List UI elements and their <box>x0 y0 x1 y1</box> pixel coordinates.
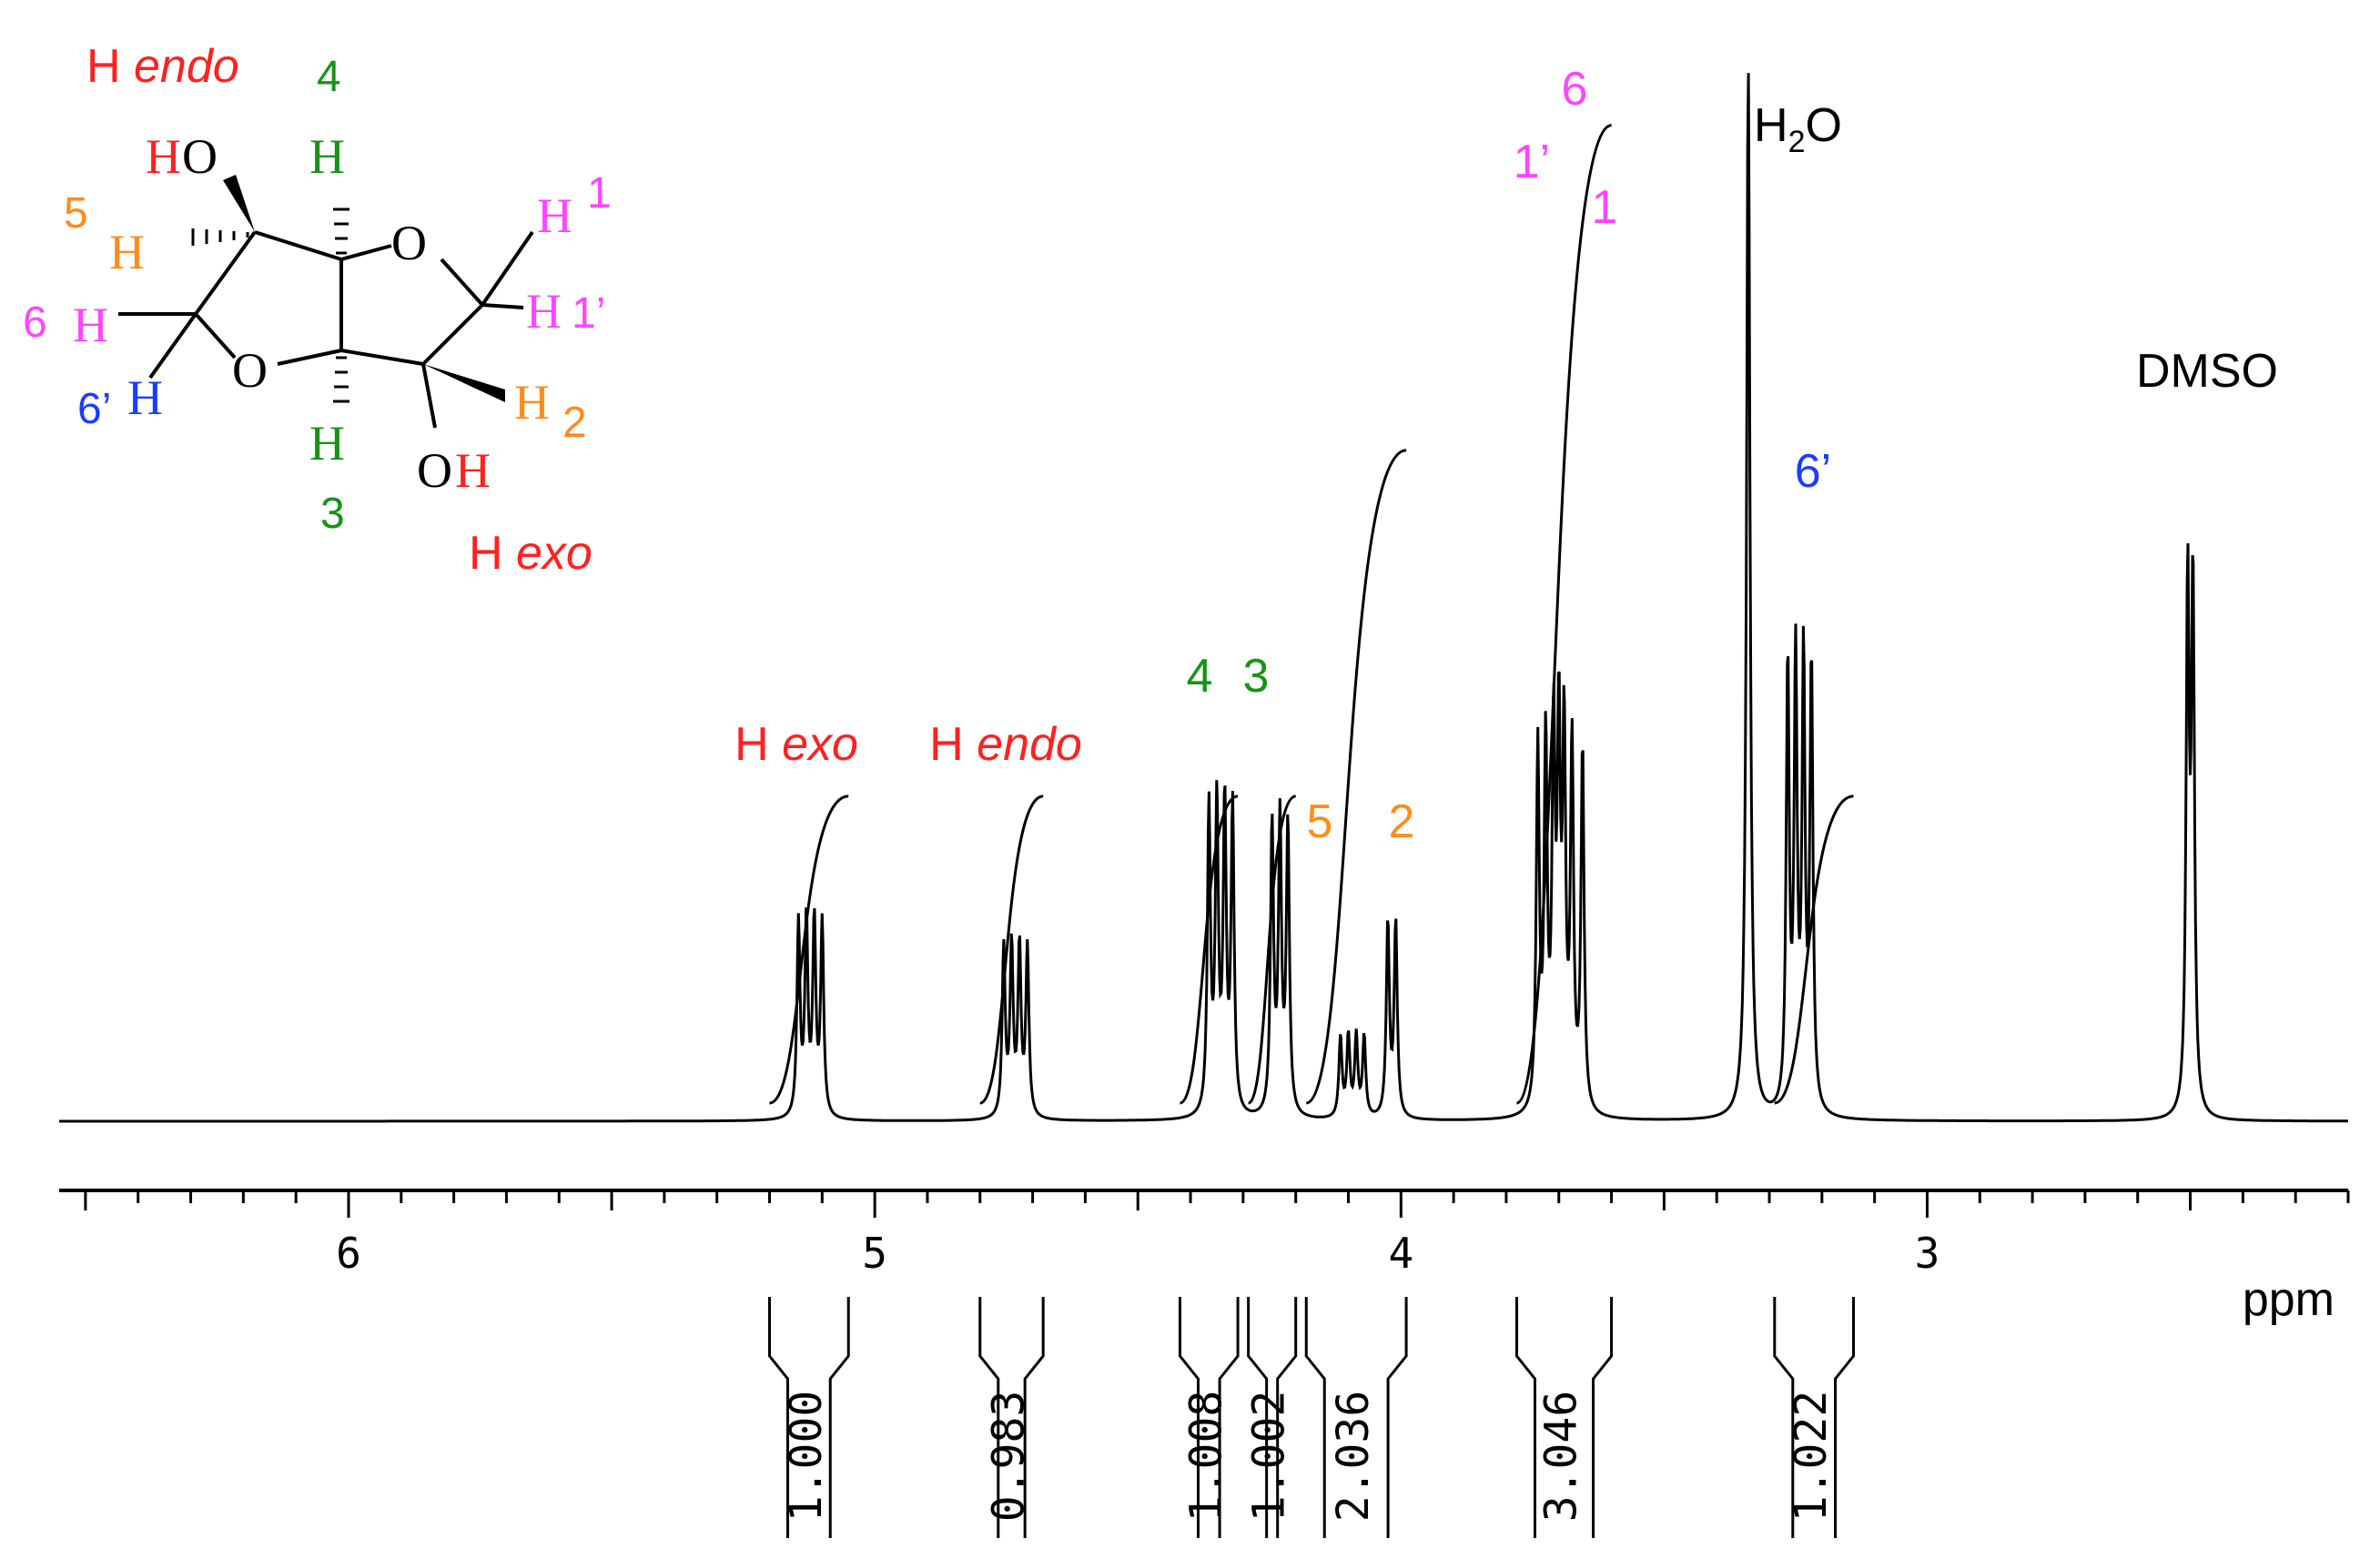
integral-curve-4 <box>1305 449 1407 1105</box>
integral-curves <box>769 124 1854 1105</box>
integral-value-4: 2.036 <box>1328 1391 1379 1523</box>
bond <box>421 303 484 366</box>
integral-value-2: 1.008 <box>1180 1391 1231 1523</box>
x-tick-label-1: 5 <box>862 1229 887 1278</box>
annotation-p2: 2 <box>1389 795 1415 848</box>
h-2: H <box>514 375 550 430</box>
bond <box>440 258 484 307</box>
annotation-p5: 5 <box>1307 795 1333 848</box>
bond <box>277 349 342 366</box>
x-tick-label-0: 6 <box>336 1229 361 1278</box>
num-1: 1 <box>587 169 612 218</box>
h-6: H <box>73 298 108 352</box>
wedge-bond <box>423 364 505 402</box>
h-1: H <box>537 188 572 243</box>
ho-h: H <box>146 129 181 184</box>
bond <box>194 230 257 316</box>
h-3: H <box>309 416 345 471</box>
exo-label: H exo <box>469 527 592 580</box>
integral-curve-1 <box>979 795 1044 1105</box>
bond <box>481 303 524 309</box>
integral-value-1: 0.983 <box>983 1391 1034 1523</box>
annotation-exo_h: H exo <box>734 718 858 771</box>
peak-annotations: H exo H endo 4 3 5 2 61’ 1 H2O 6’ DMSO <box>734 63 2278 848</box>
isosorbide-structure: H endo H O 4 H 5 H O O H 1 H 1’ 6 H 6’ H… <box>23 40 612 580</box>
integral-bracket-1 <box>978 1297 1045 1538</box>
bond <box>421 363 437 429</box>
integral-curve-3 <box>1247 795 1297 1105</box>
integral-bracket-2 <box>1178 1297 1240 1538</box>
integral-curve-5 <box>1515 124 1613 1105</box>
bond <box>340 349 424 366</box>
integral-bracket-6 <box>1773 1297 1856 1538</box>
oh-h: H <box>455 443 491 498</box>
integral-brackets: 1.000 0.983 1.008 1.002 2.036 3.046 1.022 <box>768 1297 1856 1538</box>
bond <box>340 244 392 261</box>
integral-value-0: 1.000 <box>781 1391 832 1523</box>
integral-bracket-3 <box>1247 1297 1298 1538</box>
bond <box>194 312 237 359</box>
bond <box>254 230 342 261</box>
num-2: 2 <box>562 399 587 447</box>
integral-curve-0 <box>769 795 849 1105</box>
hash-bonds <box>191 208 349 403</box>
annotation-p1p: 1’ <box>1514 136 1550 188</box>
integral-value-3: 1.002 <box>1244 1391 1295 1523</box>
annotation-p1: 1 <box>1592 181 1618 234</box>
bond <box>148 312 197 380</box>
h-1p: H <box>526 284 562 339</box>
structure-bonds <box>118 230 534 429</box>
annotation-endo_h: H endo <box>929 718 1082 771</box>
spectrum-trace <box>59 73 2348 1123</box>
wedge-bond <box>223 175 255 232</box>
integral-bracket-4 <box>1304 1297 1408 1538</box>
oh-o: O <box>417 443 452 498</box>
annotation-p6p: 6’ <box>1795 445 1831 498</box>
num-1p: 1’ <box>572 289 605 338</box>
integral-value-5: 3.046 <box>1536 1391 1587 1523</box>
integral-bracket-0 <box>768 1297 850 1538</box>
ho-o: O <box>182 129 218 184</box>
ring-o2: O <box>232 343 268 398</box>
annotation-p3: 3 <box>1243 650 1270 703</box>
integral-value-6: 1.022 <box>1786 1391 1837 1523</box>
num-5: 5 <box>64 189 88 238</box>
annotation-dmso: DMSO <box>2136 345 2278 398</box>
annotation-p6: 6 <box>1562 63 1588 116</box>
spectrum-layer <box>59 73 2348 1123</box>
x-axis-title: ppm <box>2243 1273 2334 1326</box>
integral-curve-2 <box>1179 795 1239 1105</box>
h-5: H <box>109 225 145 279</box>
integral-curve-6 <box>1774 795 1854 1105</box>
x-axis-ticks: 6 5 4 3 <box>84 1190 2350 1278</box>
bond <box>481 230 534 307</box>
endo-label: H endo <box>86 40 239 93</box>
integral-bracket-5 <box>1515 1297 1614 1538</box>
annotation-p4: 4 <box>1187 650 1213 703</box>
h-6p: H <box>127 370 163 425</box>
num-6: 6 <box>23 299 47 347</box>
x-tick-label-3: 3 <box>1915 1229 1940 1278</box>
ring-o1: O <box>391 216 427 270</box>
annotation-h2o: H2O <box>1754 99 1842 159</box>
x-axis: 6 5 4 3 ppm <box>59 1189 2350 1326</box>
num-3: 3 <box>320 490 345 538</box>
h-4: H <box>309 129 345 184</box>
num-6p: 6’ <box>77 385 111 433</box>
x-tick-label-2: 4 <box>1388 1229 1413 1278</box>
num-4: 4 <box>317 53 341 101</box>
